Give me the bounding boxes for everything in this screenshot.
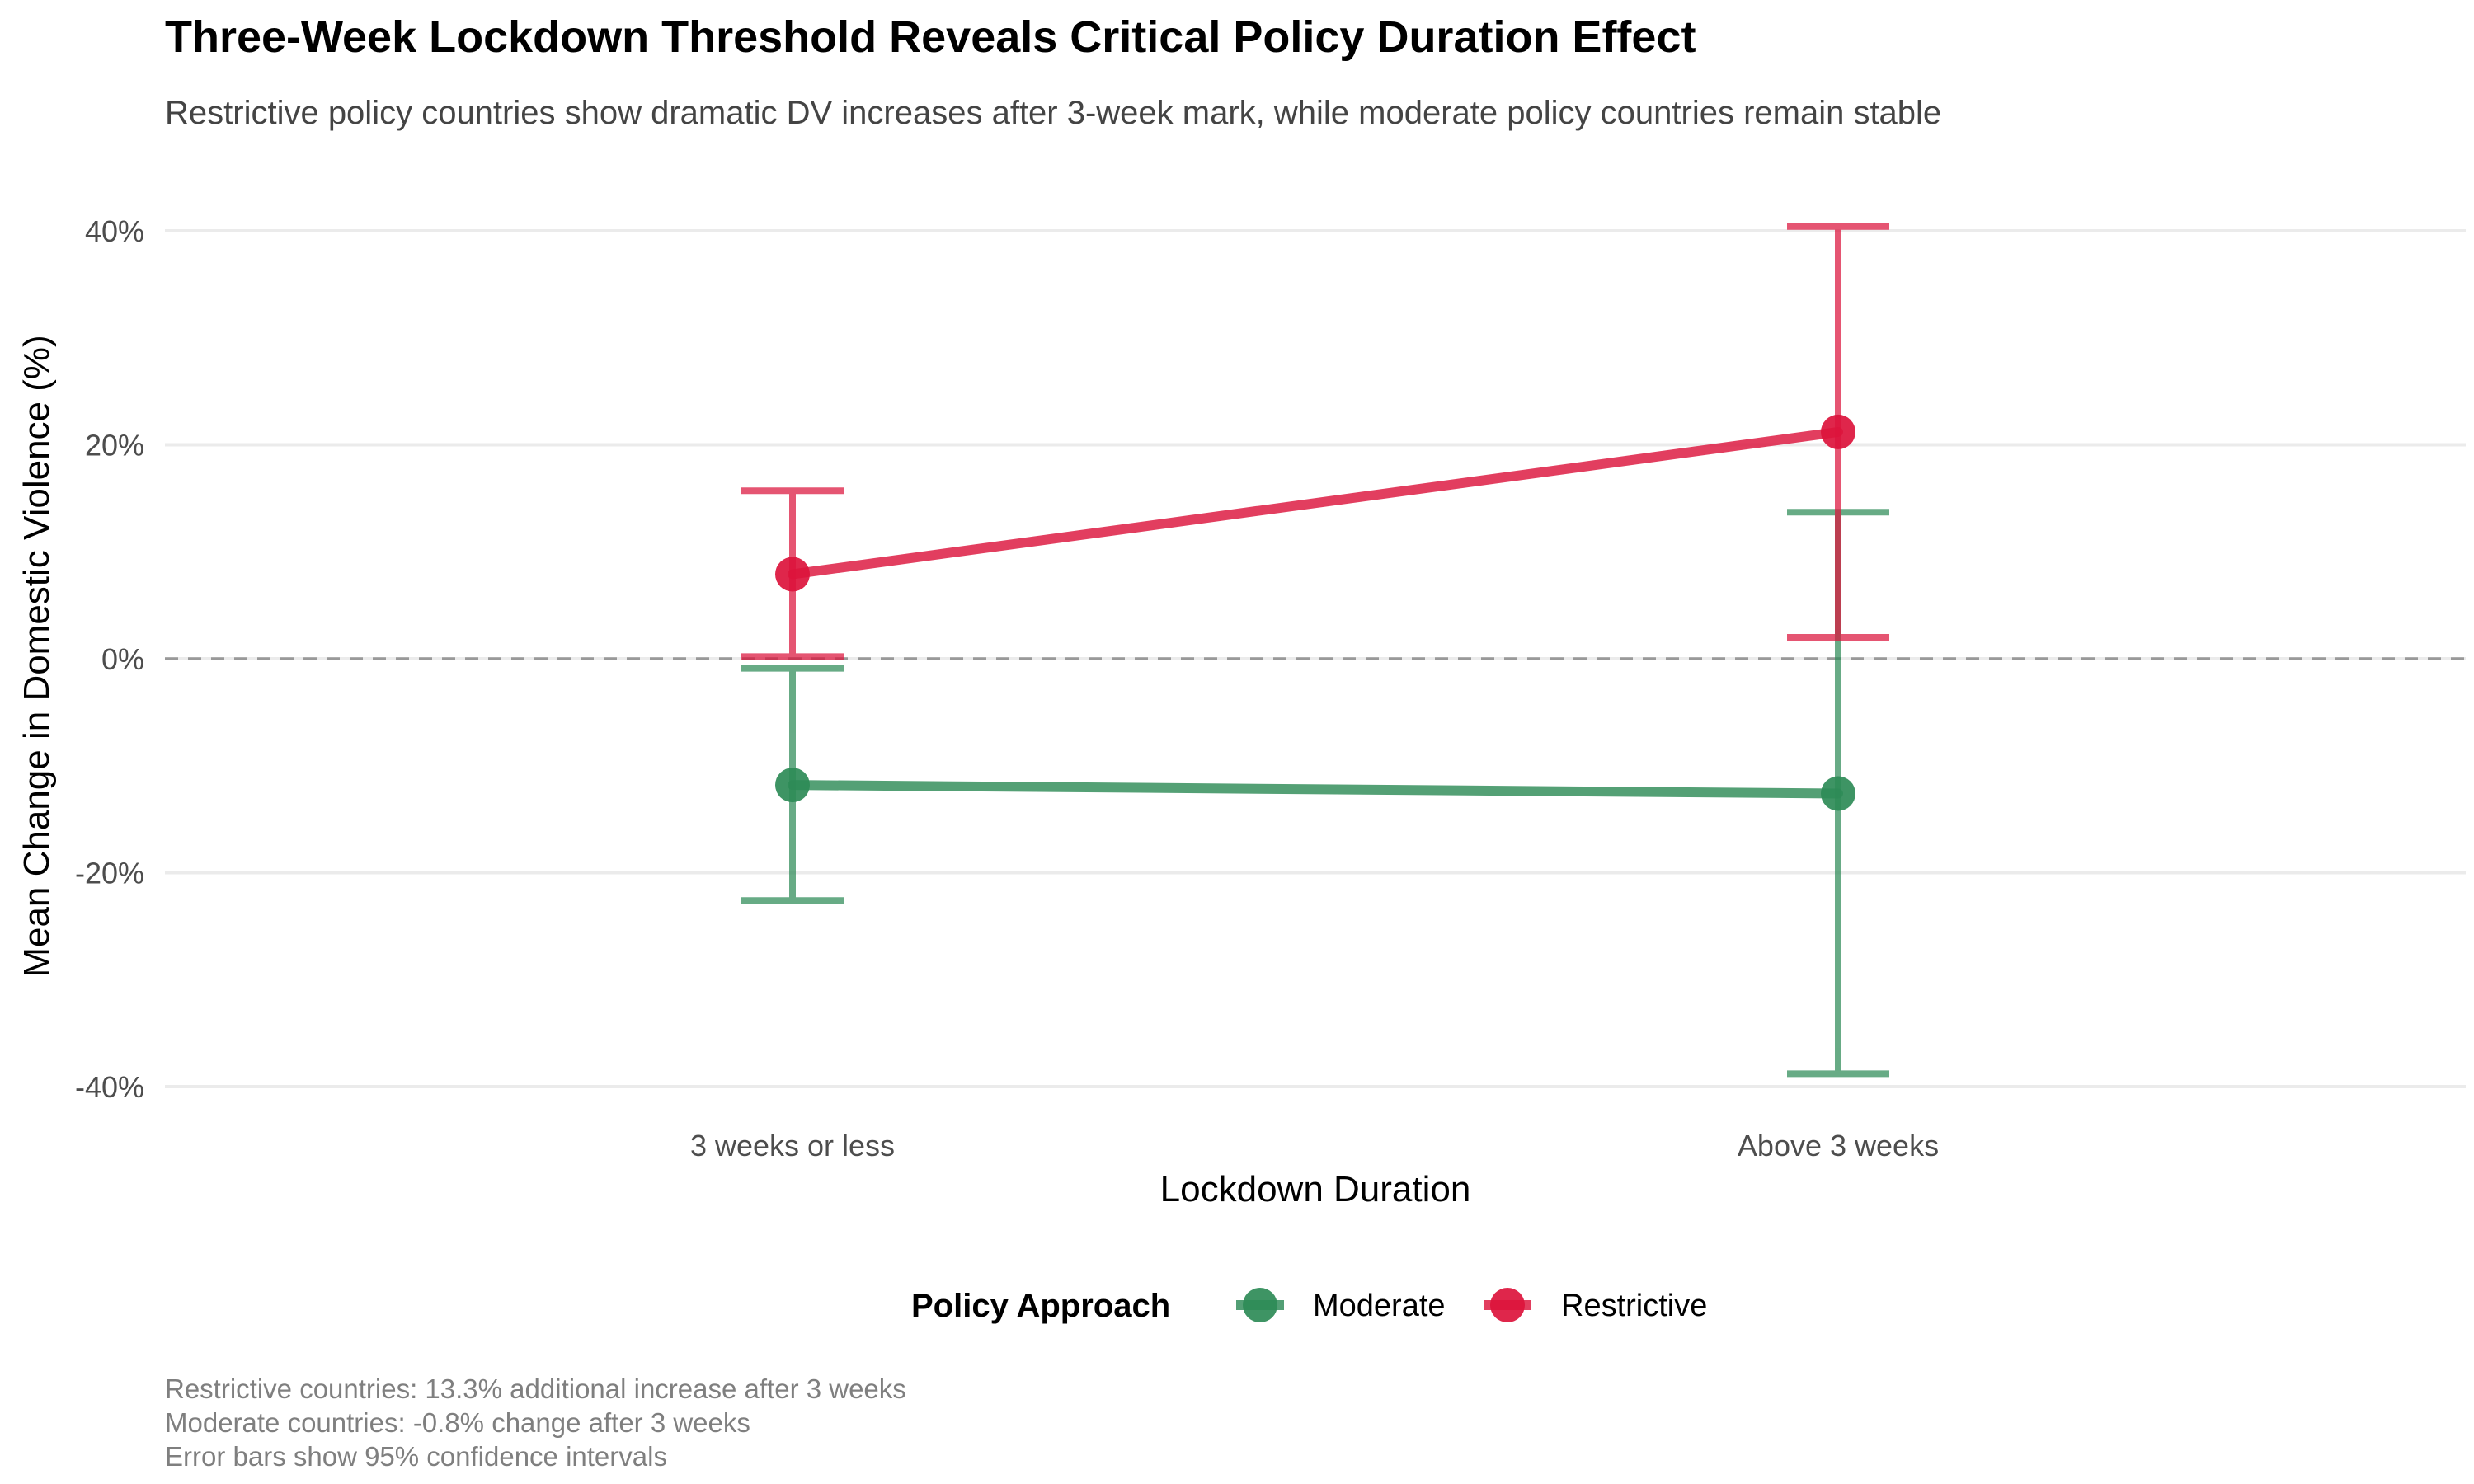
x-tick-label: 3 weeks or less bbox=[690, 1129, 895, 1162]
series-line bbox=[788, 426, 1843, 580]
legend-label: Moderate bbox=[1313, 1289, 1446, 1323]
caption-line-1: Restrictive countries: 13.3% additional … bbox=[165, 1374, 906, 1404]
chart-subtitle: Restrictive policy countries show dramat… bbox=[165, 95, 1941, 131]
caption-line-3: Error bars show 95% confidence intervals bbox=[165, 1441, 667, 1472]
data-point bbox=[775, 556, 810, 592]
series-moderate bbox=[741, 509, 1889, 1078]
data-point bbox=[775, 768, 810, 803]
series-line bbox=[788, 780, 1843, 799]
y-tick-label: 0% bbox=[101, 642, 144, 676]
legend-label: Restrictive bbox=[1561, 1289, 1707, 1323]
y-tick-label: 20% bbox=[85, 429, 144, 463]
y-axis-title: Mean Change in Domestic Violence (%) bbox=[16, 335, 57, 977]
x-axis-title: Lockdown Duration bbox=[1160, 1169, 1471, 1209]
y-axis-ticks: -40% -20% 0% 20% 40% bbox=[75, 214, 144, 1104]
caption-line-2: Moderate countries: -0.8% change after 3… bbox=[165, 1407, 750, 1438]
plot-area bbox=[741, 223, 1889, 1078]
chart-title: Three-Week Lockdown Threshold Reveals Cr… bbox=[165, 12, 1696, 62]
legend-key-point bbox=[1243, 1288, 1277, 1322]
y-tick-label: -40% bbox=[75, 1070, 144, 1104]
caption: Restrictive countries: 13.3% additional … bbox=[165, 1374, 906, 1472]
series-restrictive bbox=[741, 223, 1889, 660]
legend-item-moderate: Moderate bbox=[1236, 1288, 1446, 1323]
legend-title: Policy Approach bbox=[911, 1288, 1170, 1324]
gridlines bbox=[165, 229, 2466, 1088]
data-point bbox=[1821, 414, 1856, 449]
y-tick-label: -20% bbox=[75, 857, 144, 890]
legend: Policy Approach Moderate Restrictive bbox=[911, 1288, 1707, 1324]
x-axis-ticks: 3 weeks or less Above 3 weeks bbox=[690, 1129, 1939, 1162]
y-tick-label: 40% bbox=[85, 214, 144, 248]
legend-key-point bbox=[1490, 1288, 1525, 1322]
data-point bbox=[1821, 776, 1856, 811]
x-tick-label: Above 3 weeks bbox=[1738, 1129, 1939, 1162]
legend-item-restrictive: Restrictive bbox=[1484, 1288, 1707, 1323]
